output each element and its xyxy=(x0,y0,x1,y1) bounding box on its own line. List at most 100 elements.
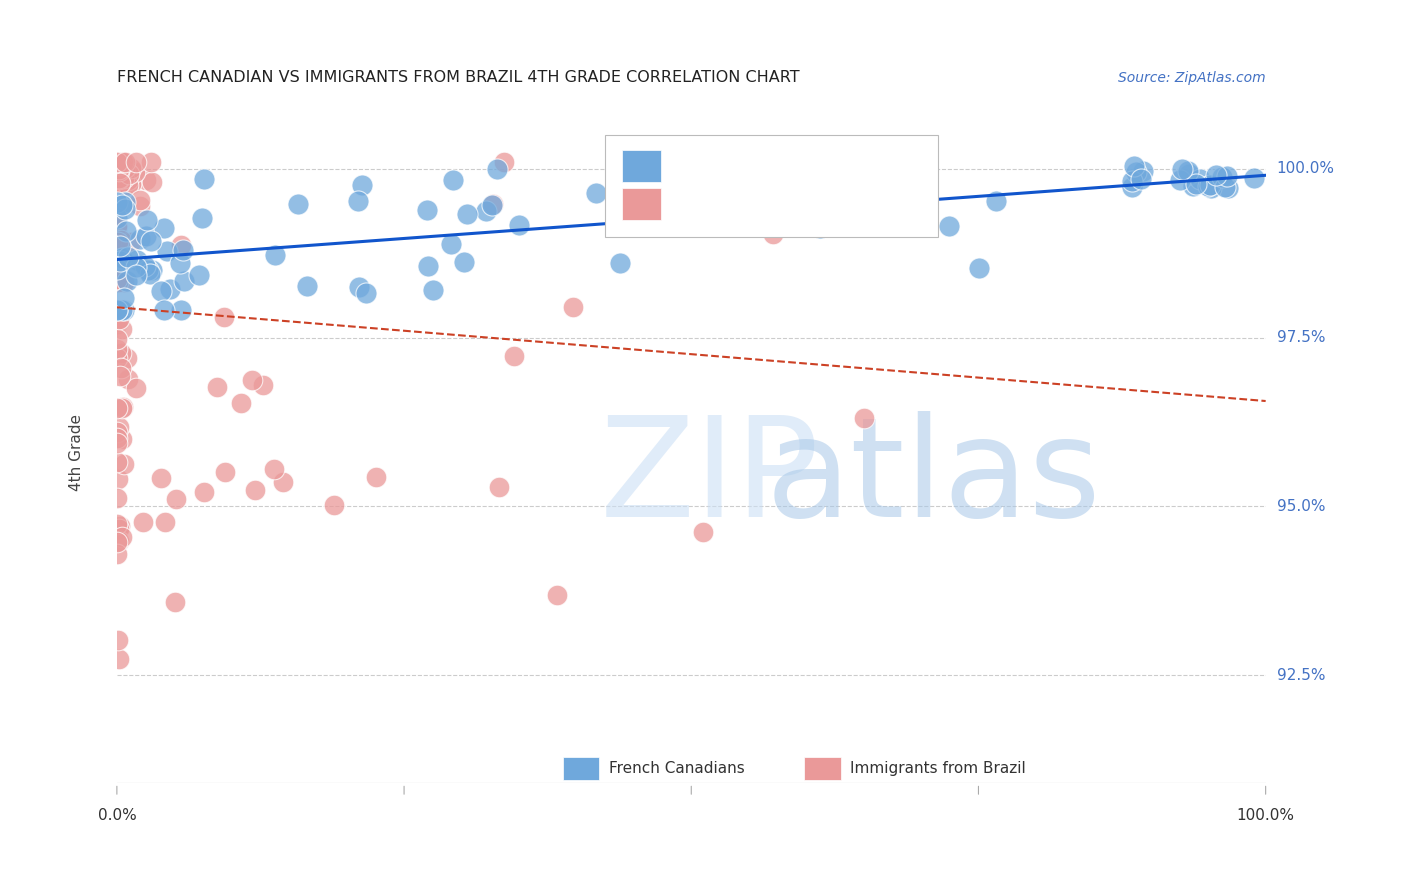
FancyBboxPatch shape xyxy=(804,757,841,780)
Text: ZIP: ZIP xyxy=(599,411,820,547)
Point xyxy=(112,169,135,183)
Point xyxy=(111,170,134,185)
Point xyxy=(1199,178,1222,193)
Point xyxy=(688,154,710,169)
Point xyxy=(141,154,163,169)
Point xyxy=(1243,170,1265,185)
Text: FRENCH CANADIAN VS IMMIGRANTS FROM BRAZIL 4TH GRADE CORRELATION CHART: FRENCH CANADIAN VS IMMIGRANTS FROM BRAZI… xyxy=(117,70,800,85)
Point xyxy=(110,360,132,375)
Point xyxy=(938,219,960,233)
Point xyxy=(416,260,439,274)
Point xyxy=(349,280,371,294)
Point xyxy=(105,219,128,233)
Point xyxy=(139,235,162,249)
Point xyxy=(105,237,128,252)
Point xyxy=(193,484,215,499)
Point xyxy=(683,195,706,210)
Point xyxy=(105,332,128,346)
Point xyxy=(125,252,148,267)
Point xyxy=(1121,180,1143,194)
Point xyxy=(165,492,187,507)
Point xyxy=(125,268,148,282)
Point xyxy=(105,161,128,175)
Point xyxy=(117,178,139,193)
Text: R =  0.615   N =  90: R = 0.615 N = 90 xyxy=(673,156,872,175)
Point xyxy=(114,202,136,217)
Point xyxy=(108,369,131,384)
Point xyxy=(1177,167,1199,181)
Point xyxy=(135,173,157,187)
Point xyxy=(107,522,129,536)
Point xyxy=(229,396,252,410)
Point xyxy=(422,283,444,297)
Point xyxy=(105,547,128,561)
Point xyxy=(1205,168,1227,182)
Point xyxy=(1123,159,1146,173)
Point xyxy=(107,312,129,326)
Point xyxy=(105,195,128,210)
Point xyxy=(110,345,132,359)
Point xyxy=(120,177,142,191)
Point xyxy=(108,534,131,549)
Point xyxy=(110,254,132,268)
Point xyxy=(105,401,128,415)
Text: 92.5%: 92.5% xyxy=(1277,668,1326,683)
Point xyxy=(546,588,568,602)
Point xyxy=(105,343,128,357)
Point xyxy=(114,161,136,175)
Point xyxy=(105,303,128,318)
Point xyxy=(967,260,990,275)
Point xyxy=(852,164,875,178)
Point xyxy=(108,177,131,191)
Point xyxy=(112,303,135,318)
Point xyxy=(152,303,174,318)
Text: Immigrants from Brazil: Immigrants from Brazil xyxy=(849,761,1025,776)
Point xyxy=(132,516,155,530)
Point xyxy=(111,322,134,336)
Point xyxy=(124,381,146,395)
Point xyxy=(107,275,129,289)
Point xyxy=(110,252,132,266)
Point xyxy=(110,233,132,247)
Point xyxy=(112,165,135,179)
Point xyxy=(110,159,132,173)
Point xyxy=(1216,181,1239,195)
Point xyxy=(172,244,194,258)
Point xyxy=(762,227,785,241)
Point xyxy=(107,351,129,366)
Point xyxy=(105,455,128,469)
Point xyxy=(214,465,236,479)
Point xyxy=(1213,180,1236,194)
Point xyxy=(503,350,526,364)
Point xyxy=(1185,177,1208,191)
Point xyxy=(252,378,274,392)
Point xyxy=(105,154,128,169)
Point xyxy=(105,534,128,549)
Point xyxy=(264,248,287,262)
Point xyxy=(111,159,134,173)
Point xyxy=(1132,163,1154,178)
Point xyxy=(105,272,128,286)
Point xyxy=(107,158,129,172)
Point xyxy=(128,194,150,208)
Point xyxy=(107,160,129,174)
Point xyxy=(481,198,503,212)
Point xyxy=(107,171,129,186)
Point xyxy=(111,303,134,318)
Point xyxy=(156,244,179,259)
Point xyxy=(808,220,831,235)
Text: French Canadians: French Canadians xyxy=(609,761,744,776)
Point xyxy=(129,199,152,213)
Point xyxy=(105,516,128,531)
FancyBboxPatch shape xyxy=(562,757,599,780)
Point xyxy=(173,274,195,288)
Point xyxy=(136,263,159,277)
Point xyxy=(118,167,141,181)
Point xyxy=(107,162,129,177)
Point xyxy=(1182,179,1205,194)
Point xyxy=(108,170,131,185)
Point xyxy=(453,255,475,269)
Point xyxy=(105,255,128,269)
Point xyxy=(112,400,135,414)
Point xyxy=(107,164,129,178)
